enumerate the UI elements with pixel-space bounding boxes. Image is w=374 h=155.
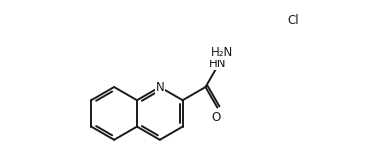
Text: HN: HN — [209, 57, 226, 70]
Text: H₂N: H₂N — [211, 46, 233, 59]
Text: Cl: Cl — [287, 14, 299, 27]
Text: N: N — [156, 81, 164, 93]
Text: O: O — [211, 111, 221, 124]
